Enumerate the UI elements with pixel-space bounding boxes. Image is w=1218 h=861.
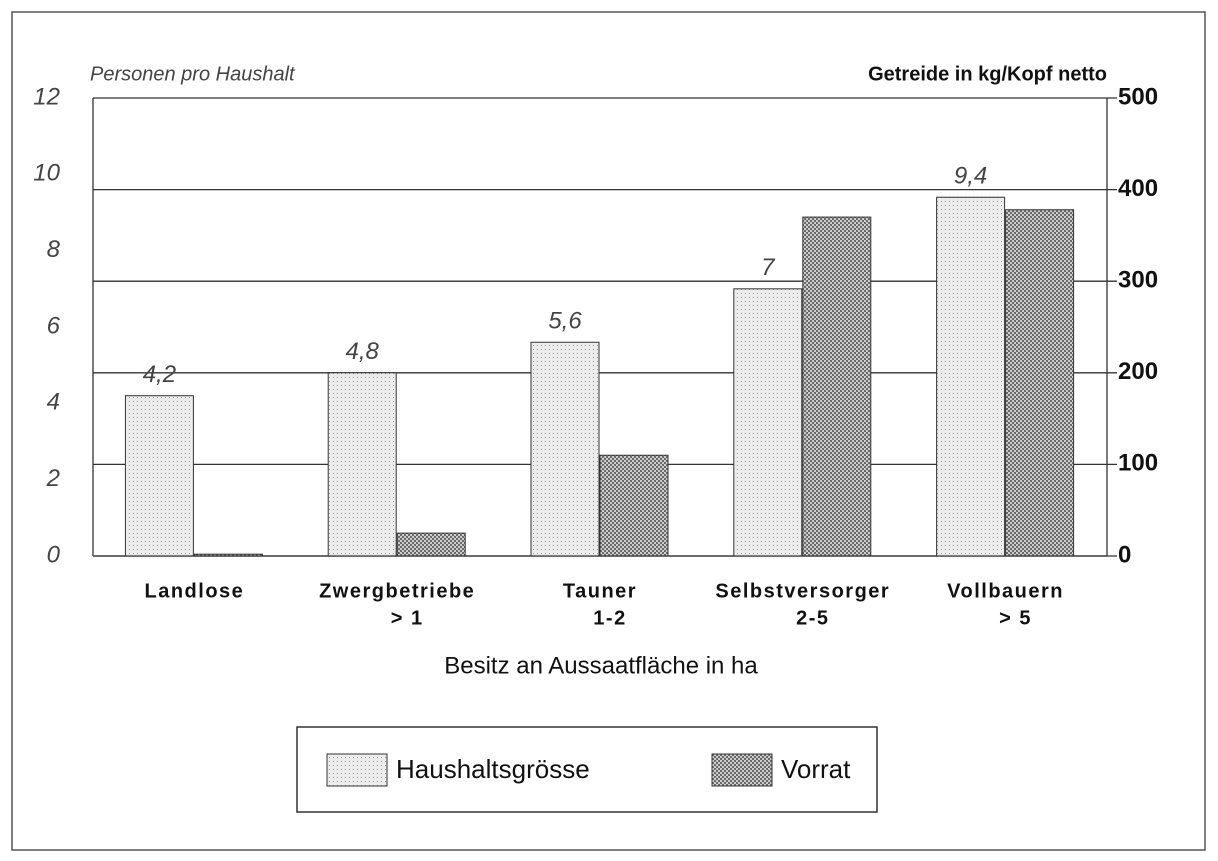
frame [11,11,1206,851]
data-label: 4,2 [143,361,176,388]
bar [936,196,1006,557]
x-tick-label: > 1 [391,607,424,629]
legend-swatch [711,753,773,787]
y-tick-label: 6 [47,312,61,339]
x-axis-title: Besitz an Aussaatfläche in ha [444,652,758,679]
y-tick-label: 12 [33,83,60,110]
x-tick-label: Zwergbetriebe [319,580,475,602]
x-tick-label: 2-5 [796,607,829,629]
legend [296,726,878,813]
y-tick-label: 4 [47,389,60,416]
data-label: 9,4 [954,163,987,190]
x-tick-label: 1-2 [593,607,626,629]
bar [124,395,194,557]
bar [733,288,803,557]
bar [599,454,669,557]
y2-tick-label: 300 [1118,267,1158,294]
bar [530,341,600,557]
x-tick-label: > 5 [999,607,1032,629]
y2-tick-label: 0 [1118,541,1131,568]
y2-tick-label: 500 [1118,83,1158,110]
data-label: 5,6 [548,308,582,335]
x-tick-label: Selbstversorger [715,580,890,602]
y-tick-label: 2 [46,465,60,492]
legend-label: Haushaltsgrösse [396,754,590,784]
x-tick-label: Tauner [563,580,637,602]
legend-label: Vorrat [781,754,851,784]
legend-swatch [326,753,388,787]
y-tick-label: 8 [47,236,61,263]
bar [396,532,466,557]
y-tick-label: 10 [33,160,60,187]
bar [802,216,872,557]
y2-tick-label: 200 [1118,358,1158,385]
y-tick-label: 0 [47,541,61,568]
data-label: 4,8 [346,338,380,365]
bar [327,372,397,557]
y2-tick-label: 100 [1118,450,1158,477]
x-tick-label: Vollbauern [947,580,1064,602]
y-axis-title: Personen pro Haushalt [90,63,296,85]
y2-tick-label: 400 [1118,175,1158,202]
bar [1005,209,1075,557]
data-label: 7 [761,254,776,281]
x-tick-label: Landlose [145,580,245,602]
y2-axis-title: Getreide in kg/Kopf netto [868,63,1107,85]
